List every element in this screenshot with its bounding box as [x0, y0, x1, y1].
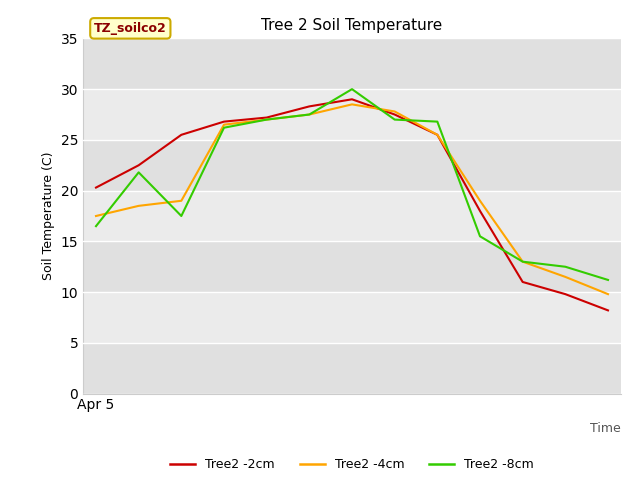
Tree2 -8cm — [519, 259, 527, 264]
Bar — [83, 89, 621, 140]
Tree2 -8cm — [135, 169, 143, 175]
Tree2 -2cm — [561, 291, 569, 297]
Tree2 -4cm — [220, 122, 228, 128]
Bar — [83, 140, 621, 191]
Tree2 -8cm — [220, 125, 228, 131]
Tree2 -8cm — [92, 223, 100, 229]
Tree2 -8cm — [433, 119, 441, 124]
Tree2 -8cm — [561, 264, 569, 270]
Bar — [83, 38, 621, 89]
Tree2 -2cm — [348, 96, 356, 102]
Tree2 -2cm — [604, 308, 612, 313]
Legend: Tree2 -2cm, Tree2 -4cm, Tree2 -8cm: Tree2 -2cm, Tree2 -4cm, Tree2 -8cm — [165, 453, 539, 476]
Line: Tree2 -4cm: Tree2 -4cm — [96, 104, 608, 294]
Tree2 -4cm — [348, 101, 356, 107]
Tree2 -2cm — [92, 185, 100, 191]
Text: TZ_soilco2: TZ_soilco2 — [94, 22, 166, 35]
Tree2 -8cm — [348, 86, 356, 92]
Tree2 -2cm — [135, 162, 143, 168]
Tree2 -2cm — [519, 279, 527, 285]
Bar — [83, 241, 621, 292]
Tree2 -2cm — [476, 208, 484, 214]
Tree2 -2cm — [263, 115, 271, 120]
Tree2 -8cm — [177, 213, 185, 219]
Tree2 -8cm — [263, 117, 271, 122]
Tree2 -4cm — [92, 213, 100, 219]
Tree2 -4cm — [263, 117, 271, 122]
Tree2 -4cm — [177, 198, 185, 204]
Bar — [83, 292, 621, 343]
Tree2 -4cm — [305, 112, 313, 118]
Tree2 -2cm — [220, 119, 228, 124]
Text: Time: Time — [590, 422, 621, 435]
Tree2 -4cm — [519, 259, 527, 264]
Tree2 -4cm — [604, 291, 612, 297]
Tree2 -2cm — [433, 132, 441, 138]
Tree2 -8cm — [476, 233, 484, 239]
Line: Tree2 -2cm: Tree2 -2cm — [96, 99, 608, 311]
Tree2 -4cm — [433, 132, 441, 138]
Y-axis label: Soil Temperature (C): Soil Temperature (C) — [42, 152, 55, 280]
Tree2 -4cm — [561, 274, 569, 280]
Tree2 -2cm — [305, 104, 313, 109]
Bar — [83, 191, 621, 241]
Tree2 -4cm — [135, 203, 143, 209]
Bar — [83, 343, 621, 394]
Title: Tree 2 Soil Temperature: Tree 2 Soil Temperature — [261, 18, 443, 33]
Tree2 -2cm — [391, 112, 399, 118]
Tree2 -4cm — [391, 108, 399, 114]
Tree2 -8cm — [604, 277, 612, 283]
Tree2 -8cm — [305, 112, 313, 118]
Tree2 -2cm — [177, 132, 185, 138]
Tree2 -8cm — [391, 117, 399, 122]
Tree2 -4cm — [476, 198, 484, 204]
Line: Tree2 -8cm: Tree2 -8cm — [96, 89, 608, 280]
